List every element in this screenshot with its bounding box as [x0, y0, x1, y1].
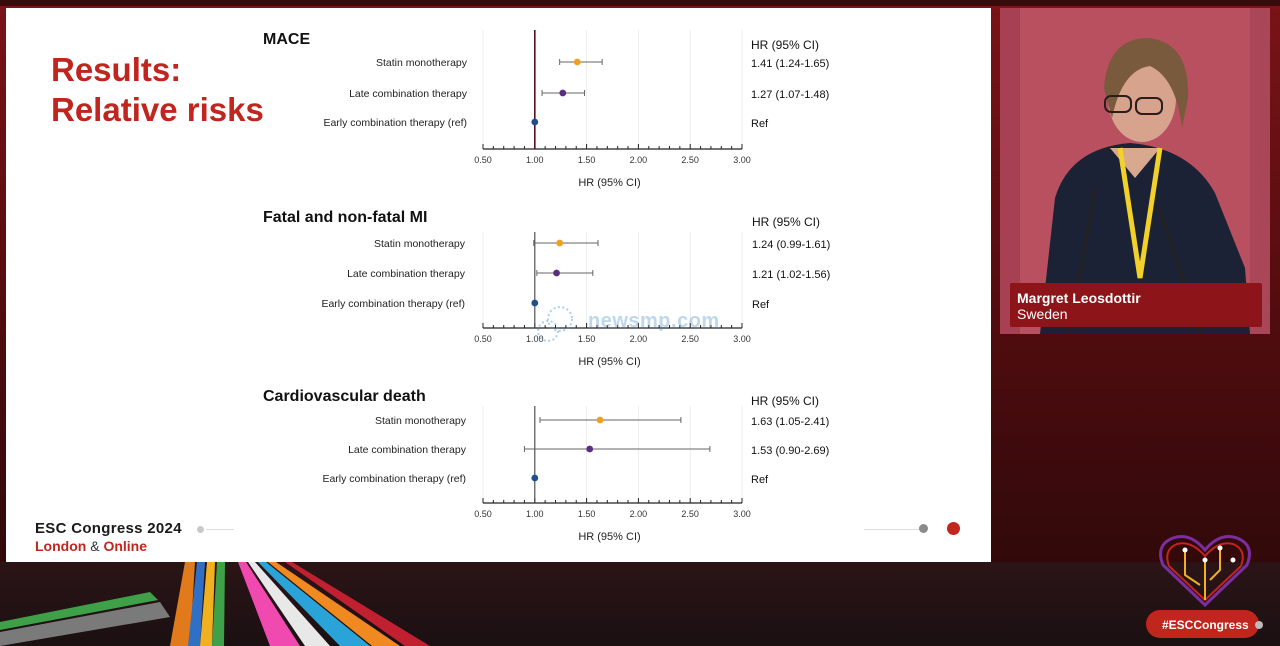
watermark-icon — [537, 306, 573, 342]
x-tick-label: 2.00 — [630, 509, 648, 519]
x-tick-label: 1.00 — [526, 509, 544, 519]
hashtag-badge — [1146, 610, 1259, 638]
hr-point — [573, 58, 581, 66]
x-tick-label: 2.00 — [630, 334, 648, 344]
presentation-slide: Results: Relative risks MACE Fatal and n… — [6, 8, 991, 562]
row-label: Late combination therapy — [349, 88, 468, 100]
slide-title-line1: Results: — [51, 51, 182, 88]
x-axis-label: HR (95% CI) — [578, 356, 640, 368]
row-label: Early combination therapy (ref) — [323, 117, 467, 129]
x-tick-label: 3.00 — [733, 509, 751, 519]
row-label: Late combination therapy — [347, 268, 466, 280]
hr-point — [556, 239, 564, 247]
row-label: Statin monotherapy — [376, 57, 468, 69]
esc-heart-logo — [1159, 535, 1251, 608]
x-tick-label: 1.50 — [578, 509, 596, 519]
speaker-video — [1000, 8, 1270, 334]
slide-title-line2: Relative risks — [51, 91, 264, 128]
hr-value: 1.21 (1.02-1.56) — [752, 269, 830, 281]
row-label: Statin monotherapy — [374, 238, 466, 250]
hr-value: Ref — [751, 474, 769, 486]
stage-light-stripes — [0, 562, 430, 646]
top-bar — [0, 0, 1280, 6]
hr-value: 1.41 (1.24-1.65) — [751, 58, 829, 70]
watermark: newsmp.com — [588, 310, 720, 332]
hashtag-dot — [1255, 621, 1263, 629]
speaker-figure — [1000, 8, 1270, 334]
speaker-country: Sweden — [1017, 306, 1068, 322]
x-tick-label: 0.50 — [474, 334, 492, 344]
hr-point — [531, 299, 539, 307]
hr-point — [531, 118, 539, 126]
x-tick-label: 0.50 — [474, 509, 492, 519]
stage-floor — [0, 562, 1280, 646]
hr-value: 1.27 (1.07-1.48) — [751, 89, 829, 101]
row-label: Early combination therapy (ref) — [321, 298, 465, 310]
congress-location: London & Online — [35, 538, 147, 554]
x-tick-label: 2.50 — [681, 509, 699, 519]
forest-plots: 0.50 1.00 1.50 2.00 2.50 3.00 HR (95% CI) HR (9… — [321, 30, 830, 543]
hr-value: 1.63 (1.05-2.41) — [751, 416, 829, 428]
x-tick-label: 1.00 — [526, 334, 544, 344]
panel-title-cv-death: Cardiovascular death — [263, 388, 426, 405]
slide-title: Results: Relative risks — [51, 50, 264, 130]
hr-header: HR (95% CI) — [751, 394, 819, 408]
hr-point — [531, 474, 539, 482]
location-online: Online — [103, 538, 147, 554]
x-tick-label: 2.00 — [630, 155, 648, 165]
slide-nav-dot-red — [947, 522, 960, 535]
hr-header: HR (95% CI) — [752, 215, 820, 229]
hr-value: 1.53 (0.90-2.69) — [751, 445, 829, 457]
hr-point — [559, 89, 567, 97]
slide-progress-line — [206, 529, 234, 530]
hr-header: HR (95% CI) — [751, 38, 819, 52]
x-axis-label: HR (95% CI) — [578, 531, 640, 543]
slide-progress-line-right — [864, 529, 919, 530]
hr-value: Ref — [752, 299, 770, 311]
x-tick-label: 3.00 — [733, 155, 751, 165]
location-amp: & — [90, 538, 100, 554]
congress-brand: ESC Congress 2024 — [35, 520, 182, 537]
speaker-name-bar — [1010, 283, 1262, 327]
speaker-name: Margret Leosdottir — [1017, 290, 1141, 306]
x-tick-label: 1.50 — [578, 334, 596, 344]
hr-value: Ref — [751, 118, 769, 130]
slide-nav-dot-gray — [919, 524, 928, 533]
x-axis-label: HR (95% CI) — [578, 177, 640, 189]
row-label: Early combination therapy (ref) — [322, 473, 466, 485]
x-tick-label: 1.50 — [578, 155, 596, 165]
row-label: Statin monotherapy — [375, 415, 467, 427]
x-tick-label: 2.50 — [681, 155, 699, 165]
x-tick-label: 2.50 — [681, 334, 699, 344]
panel-title-mi: Fatal and non-fatal MI — [263, 209, 428, 226]
hr-value: 1.24 (0.99-1.61) — [752, 239, 830, 251]
hr-point — [596, 416, 604, 424]
hr-point — [586, 445, 594, 453]
x-tick-label: 3.00 — [733, 334, 751, 344]
x-tick-label: 0.50 — [474, 155, 492, 165]
panel-title-mace: MACE — [263, 31, 311, 48]
hr-point — [553, 269, 560, 277]
x-tick-label: 1.00 — [526, 155, 544, 165]
location-london: London — [35, 538, 87, 554]
slide-progress-dot — [197, 526, 204, 533]
row-label: Late combination therapy — [348, 444, 467, 456]
hashtag-text: #ESCCongress — [1162, 618, 1249, 632]
